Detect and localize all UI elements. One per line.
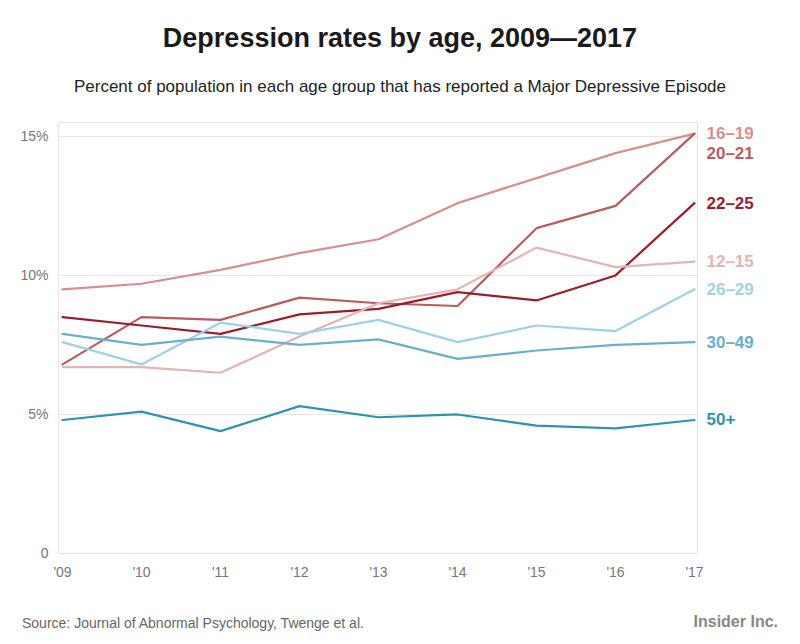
svg-text:'11: '11	[212, 564, 229, 580]
svg-text:'10: '10	[132, 564, 150, 580]
svg-text:'16: '16	[606, 564, 624, 580]
svg-text:12–15: 12–15	[707, 252, 754, 271]
svg-text:0: 0	[41, 545, 49, 561]
svg-text:'15: '15	[527, 564, 545, 580]
svg-text:15%: 15%	[20, 128, 48, 144]
html-text:Percent of population in each: Percent of population in each age group …	[74, 77, 726, 96]
svg-text:5%: 5%	[28, 406, 48, 422]
svg-text:'13: '13	[369, 564, 387, 580]
html-text:Depression rates by age, 2009—: Depression rates by age, 2009—2017	[162, 23, 638, 53]
svg-text:30–49: 30–49	[707, 333, 754, 352]
svg-text:10%: 10%	[20, 267, 48, 283]
svg-text:'14: '14	[448, 564, 466, 580]
svg-text:'17: '17	[685, 564, 703, 580]
svg-text:50+: 50+	[707, 410, 736, 429]
svg-text:'09: '09	[53, 564, 71, 580]
svg-text:20–21: 20–21	[707, 144, 754, 163]
svg-text:22–25: 22–25	[707, 194, 754, 213]
html-text:Insider Inc.: Insider Inc.	[693, 613, 778, 630]
svg-text:16–19: 16–19	[707, 124, 754, 143]
html-text:Source: Journal of Abnormal Ps: Source: Journal of Abnormal Psychology, …	[22, 615, 364, 631]
svg-text:26–29: 26–29	[707, 280, 754, 299]
svg-text:'12: '12	[290, 564, 308, 580]
